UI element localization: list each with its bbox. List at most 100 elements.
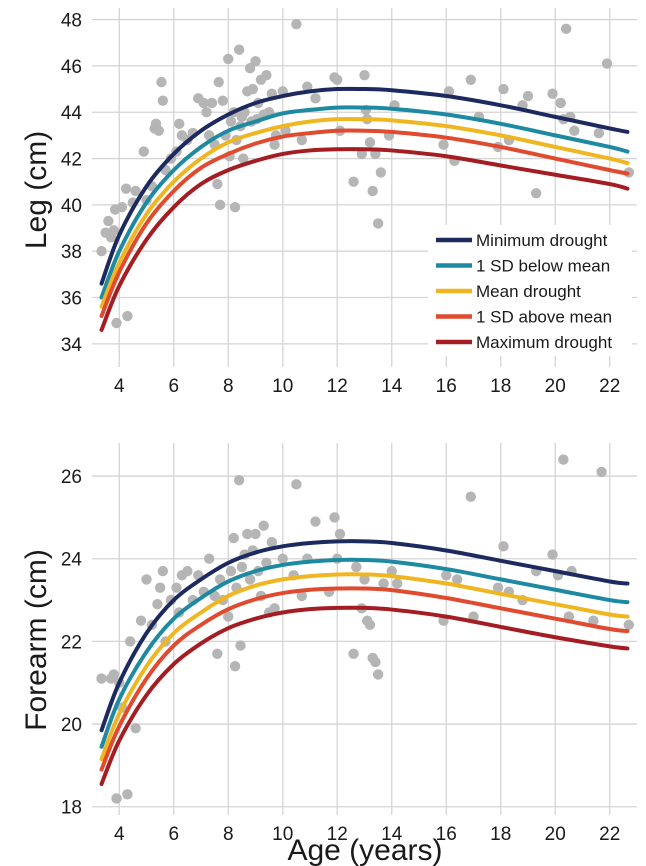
forearm-data-point xyxy=(122,789,133,800)
forearm-data-point xyxy=(223,611,234,622)
leg-data-point xyxy=(212,178,223,190)
leg-data-point xyxy=(364,137,376,148)
leg-data-point xyxy=(96,245,107,257)
leg-curve-minimum-drought xyxy=(99,86,630,286)
forearm-data-point xyxy=(228,532,239,544)
legend: Minimum drought 1 SD below mean Mean droug… xyxy=(428,225,632,356)
forearm-y-tick-label: 18 xyxy=(61,798,82,819)
forearm-x-tick-label: 8 xyxy=(223,824,234,845)
forearm-y-tick-label: 24 xyxy=(61,550,83,571)
forearm-data-point xyxy=(242,528,253,540)
leg-y-tick-label: 48 xyxy=(61,11,82,32)
leg-x-tick-label: 18 xyxy=(490,376,511,397)
leg-data-point xyxy=(247,83,258,95)
forearm-curve-minimum-drought xyxy=(99,539,630,733)
leg-data-point xyxy=(332,74,343,86)
leg-data-point xyxy=(443,86,455,97)
leg-x-tick-label: 14 xyxy=(381,376,403,397)
forearm-data-point xyxy=(623,619,635,631)
leg-data-point xyxy=(438,139,449,150)
forearm-x-tick-label: 6 xyxy=(168,824,179,845)
leg-data-point xyxy=(560,23,572,35)
leg-data-point xyxy=(291,19,302,30)
leg-data-point xyxy=(206,97,218,109)
leg-y-tick-label: 42 xyxy=(61,150,82,171)
leg-curve-maximum-drought xyxy=(99,147,630,332)
forearm-data-point xyxy=(236,561,248,573)
forearm-data-point xyxy=(310,516,321,527)
forearm-x-tick-label: 4 xyxy=(114,824,125,845)
leg-data-point xyxy=(138,146,149,157)
x-axis-title: Age (years) xyxy=(287,834,442,866)
forearm-data-point xyxy=(96,673,107,684)
leg-data-point xyxy=(229,201,241,213)
leg-data-point xyxy=(225,116,237,127)
forearm-data-point xyxy=(269,603,280,614)
forearm-data-point xyxy=(235,640,246,651)
forearm-data-point xyxy=(225,565,237,577)
forearm-x-tick-label: 12 xyxy=(327,824,348,845)
forearm-data-point xyxy=(465,491,476,502)
forearm-data-point xyxy=(209,590,220,602)
forearm-data-point xyxy=(229,661,241,672)
leg-y-axis-title: Leg (cm) xyxy=(20,131,53,249)
forearm-y-tick-label: 26 xyxy=(61,467,82,488)
leg-data-point xyxy=(201,107,212,118)
leg-data-point xyxy=(156,76,167,88)
leg-x-tick-label: 4 xyxy=(114,376,125,397)
forearm-data-point xyxy=(111,793,122,804)
leg-data-point xyxy=(250,56,261,67)
forearm-data-point xyxy=(141,574,152,585)
forearm-data-point xyxy=(182,565,193,577)
leg-x-tick-label: 8 xyxy=(223,376,234,397)
forearm-data-point xyxy=(152,599,163,610)
forearm-gridlines xyxy=(92,443,637,815)
forearm-data-point xyxy=(441,570,452,581)
leg-data-point xyxy=(217,95,228,106)
forearm-data-point xyxy=(154,582,166,593)
forearm-data-point xyxy=(233,475,245,486)
leg-data-point xyxy=(198,97,209,109)
forearm-data-point xyxy=(130,723,141,734)
leg-y-tick-label: 36 xyxy=(61,289,82,310)
forearm-data-point xyxy=(372,669,384,680)
forearm-x-tick-label: 10 xyxy=(272,824,293,845)
forearm-data-point xyxy=(157,565,169,577)
leg-data-point xyxy=(269,139,280,150)
forearm-data-point xyxy=(547,549,558,560)
leg-fitted-curves xyxy=(99,86,630,332)
forearm-data-point xyxy=(261,557,272,569)
forearm-data-point xyxy=(124,636,136,647)
leg-data-point xyxy=(174,118,185,130)
legend-label-maximum-drought: Maximum drought xyxy=(476,333,612,352)
leg-curve-1-sd-above-mean xyxy=(99,128,630,319)
leg-data-point xyxy=(108,225,120,236)
leg-data-point xyxy=(103,215,114,227)
leg-data-point xyxy=(280,125,291,136)
forearm-data-point xyxy=(277,553,288,564)
forearm-x-tick-label: 20 xyxy=(545,824,566,845)
leg-x-tick-label: 20 xyxy=(545,376,566,397)
forearm-curve-1-sd-above-mean xyxy=(99,586,630,772)
leg-y-tick-label: 44 xyxy=(61,103,83,124)
leg-curve-mean-drought xyxy=(99,116,630,309)
leg-y-tick-label: 40 xyxy=(61,196,82,217)
forearm-data-point xyxy=(296,590,308,602)
forearm-data-point xyxy=(588,615,599,626)
leg-data-point xyxy=(261,69,272,81)
leg-x-tick-label: 10 xyxy=(272,376,293,397)
forearm-data-point xyxy=(244,574,256,585)
leg-y-tick-label: 34 xyxy=(61,335,83,356)
leg-data-point xyxy=(157,95,169,106)
leg-y-tick-label: 38 xyxy=(61,242,82,263)
leg-data-point xyxy=(356,148,367,160)
forearm-data-point xyxy=(334,528,346,540)
leg-data-point xyxy=(522,90,534,102)
leg-data-point xyxy=(498,83,509,95)
forearm-data-point xyxy=(203,553,215,564)
legend-label-mean-drought: Mean drought xyxy=(476,282,581,301)
leg-data-point xyxy=(223,53,234,65)
forearm-data-point xyxy=(498,541,509,552)
